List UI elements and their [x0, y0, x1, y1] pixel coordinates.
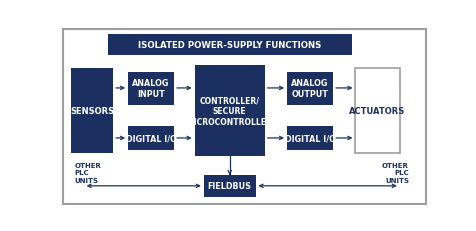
Text: OTHER
PLC
UNITS: OTHER PLC UNITS: [381, 162, 408, 183]
Bar: [203, 175, 255, 197]
Text: ACTUATORS: ACTUATORS: [349, 106, 405, 115]
Text: FIELDBUS: FIELDBUS: [207, 182, 251, 191]
Text: ISOLATED POWER-SUPPLY FUNCTIONS: ISOLATED POWER-SUPPLY FUNCTIONS: [138, 41, 321, 49]
Text: ANALOG
OUTPUT: ANALOG OUTPUT: [291, 79, 328, 99]
Bar: [70, 69, 113, 153]
Text: OTHER
PLC
UNITS: OTHER PLC UNITS: [74, 162, 101, 183]
Text: ANALOG
INPUT: ANALOG INPUT: [132, 79, 169, 99]
Text: DIGITAL I/O: DIGITAL I/O: [284, 134, 335, 143]
Text: DIGITAL I/O: DIGITAL I/O: [125, 134, 176, 143]
Bar: [194, 66, 264, 157]
Bar: [355, 69, 399, 153]
Bar: [287, 72, 332, 105]
Text: SENSORS: SENSORS: [70, 106, 114, 115]
Bar: [108, 35, 351, 55]
Text: CONTROLLER/
SECURE
MICROCONTROLLER: CONTROLLER/ SECURE MICROCONTROLLER: [186, 96, 272, 127]
Bar: [128, 126, 174, 150]
Bar: [287, 126, 332, 150]
Bar: [128, 72, 174, 105]
